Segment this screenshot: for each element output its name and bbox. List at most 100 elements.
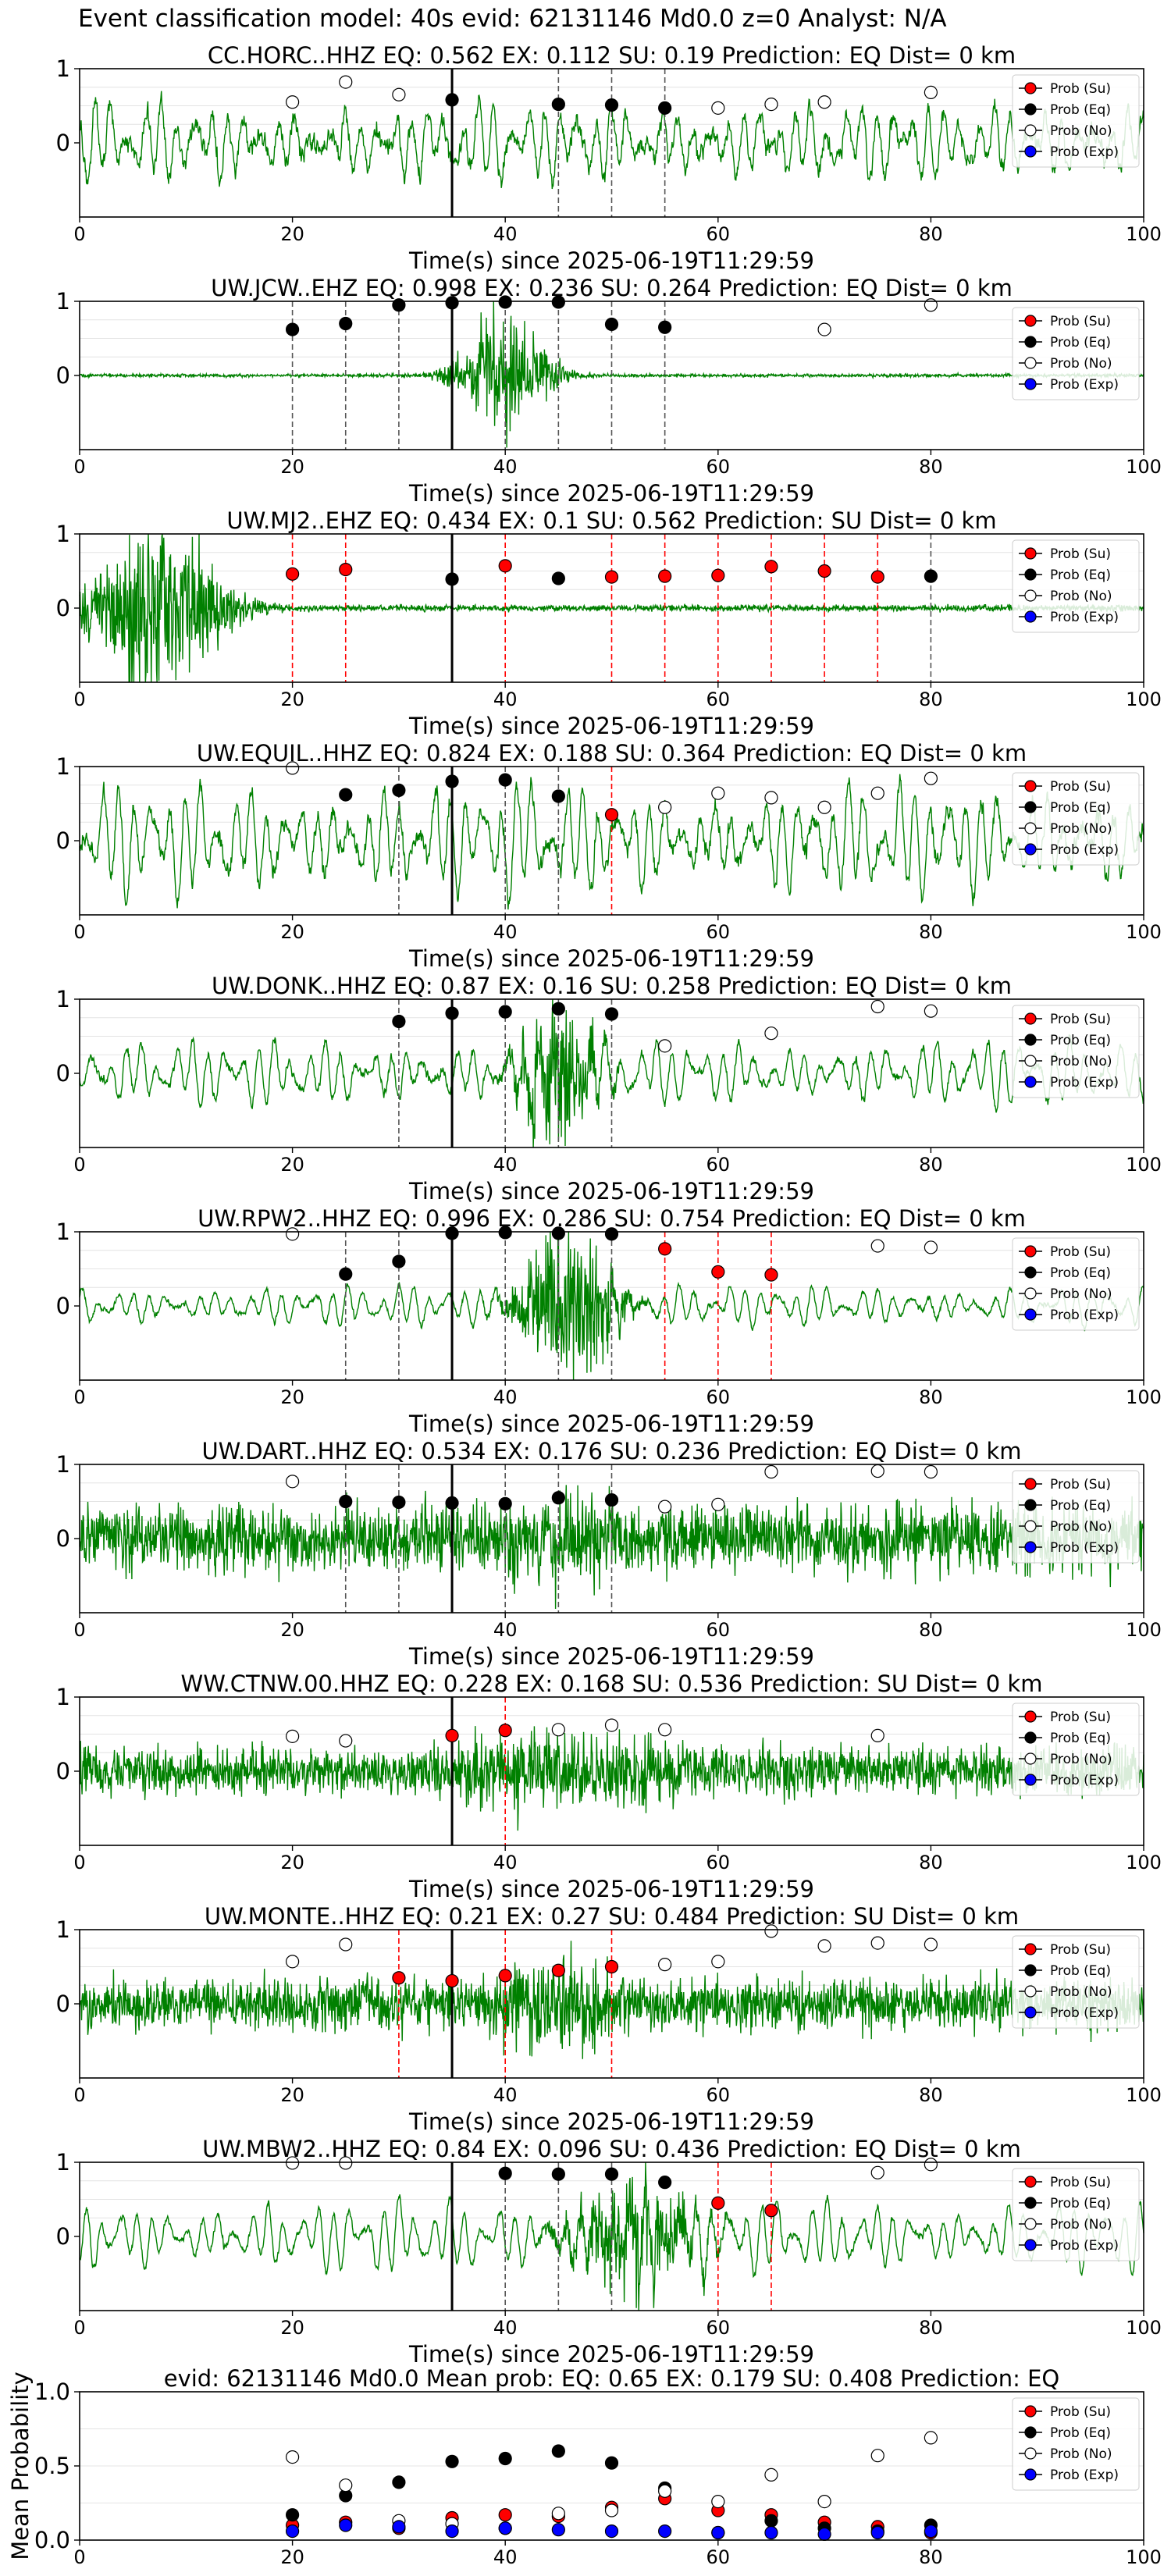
y-tick-label: 1 — [56, 288, 70, 315]
y-axis-label: Mean Probability — [7, 2371, 34, 2560]
legend-marker — [1024, 1287, 1037, 1300]
prob-marker-eq — [339, 316, 353, 331]
prob-marker-eq — [339, 1267, 353, 1281]
prob-marker-su — [711, 2196, 725, 2210]
legend-marker — [1024, 1541, 1037, 1553]
x-axis-label: Time(s) since 2025-06-19T11:29:59 — [408, 480, 814, 507]
legend-label: Prob (Exp) — [1050, 377, 1119, 393]
prob-marker-exp — [924, 2524, 938, 2539]
prob-marker-no — [339, 1734, 353, 1748]
prob-marker-su — [658, 1242, 672, 1256]
prob-marker-no — [551, 1723, 565, 1737]
prob-marker-no — [924, 1004, 938, 1018]
legend-box — [1012, 1470, 1140, 1564]
x-tick-label: 80 — [919, 2546, 943, 2568]
prob-marker-eq — [551, 1002, 565, 1016]
x-tick-label: 100 — [1126, 2084, 1162, 2106]
prob-marker-eq — [604, 1493, 619, 1507]
x-tick-label: 0 — [73, 2546, 85, 2568]
x-tick-label: 100 — [1126, 2546, 1162, 2568]
x-tick-label: 60 — [707, 2546, 731, 2568]
prob-marker-no — [286, 1729, 300, 1743]
legend-label: Prob (Exp) — [1050, 1773, 1119, 1788]
x-tick-label: 80 — [919, 456, 943, 478]
x-tick-label: 0 — [73, 1619, 85, 1641]
legend-label: Prob (Exp) — [1050, 842, 1119, 858]
prob-marker-no — [764, 98, 778, 112]
prob-marker-eq — [658, 2176, 672, 2190]
x-tick-label: 40 — [493, 223, 518, 245]
legend-label: Prob (Su) — [1050, 1942, 1111, 1958]
prob-marker-eq — [551, 295, 565, 309]
x-tick-label: 100 — [1126, 1852, 1162, 1873]
legend-label: Prob (Su) — [1050, 314, 1111, 329]
prob-marker-eq — [498, 1496, 512, 1510]
legend-label: Prob (Su) — [1050, 1244, 1111, 1260]
prob-marker-su — [711, 568, 725, 582]
prob-marker-su — [498, 2508, 512, 2522]
prob-marker-su — [392, 1971, 406, 1985]
x-tick-label: 100 — [1126, 1154, 1162, 1176]
prob-marker-no — [924, 771, 938, 785]
x-axis-label: Time(s) since 2025-06-19T11:29:59 — [408, 1876, 814, 1902]
x-tick-label: 100 — [1126, 921, 1162, 943]
y-tick-label: 0 — [56, 1525, 70, 1552]
prob-marker-eq — [445, 93, 459, 107]
legend-label: Prob (Eq) — [1050, 1963, 1111, 1979]
legend-label: Prob (Su) — [1050, 546, 1111, 562]
waveform-trace — [79, 1726, 1144, 1831]
legend: Prob (Su) Prob (Eq) Prob (No) Prob (Exp) — [1012, 1703, 1140, 1796]
prob-marker-no — [870, 1464, 884, 1478]
legend-label: Prob (Eq) — [1050, 568, 1111, 583]
x-tick-label: 20 — [280, 1154, 304, 1176]
y-tick-label: 1 — [56, 986, 70, 1012]
legend-marker — [1024, 1964, 1037, 1976]
waveform-trace — [79, 301, 1144, 448]
prob-marker-no — [286, 761, 300, 775]
panel-title: UW.MJ2..EHZ EQ: 0.434 EX: 0.1 SU: 0.562 … — [226, 507, 996, 534]
station-panel: 0 20 40 60 80 100 0 1 UW.MBW2..HHZ EQ: 0.84 EX: … — [56, 2136, 1162, 2368]
legend-label: Prob (Exp) — [1050, 1075, 1119, 1091]
x-axis-label: Time(s) since 2025-06-19T11:29:59 — [408, 713, 814, 739]
x-tick-label: 20 — [280, 2317, 304, 2339]
legend: Prob (Su) Prob (Eq) Prob (No) Prob (Exp) — [1012, 1005, 1140, 1098]
y-tick-label: 0 — [56, 1991, 70, 2017]
legend-label: Prob (Su) — [1050, 1477, 1111, 1493]
prob-marker-no — [551, 2507, 565, 2521]
x-tick-label: 40 — [493, 2546, 518, 2568]
prob-marker-eq — [392, 2475, 406, 2489]
x-tick-label: 40 — [493, 2317, 518, 2339]
x-tick-label: 80 — [919, 2084, 943, 2106]
x-tick-label: 100 — [1126, 688, 1162, 710]
figure-suptitle: Event classification model: 40s evid: 62… — [78, 5, 947, 33]
prob-marker-su — [286, 567, 300, 581]
prob-marker-exp — [498, 2521, 512, 2535]
legend-box — [1012, 1237, 1140, 1331]
legend-marker — [1024, 1499, 1037, 1511]
panel-title: UW.MBW2..HHZ EQ: 0.84 EX: 0.096 SU: 0.43… — [202, 2136, 1021, 2162]
legend-label: Prob (Eq) — [1050, 102, 1111, 118]
legend: Prob (Su) Prob (Eq) Prob (No) Prob (Exp) — [1012, 772, 1140, 866]
prob-marker-eq — [551, 1226, 565, 1240]
legend-marker — [1024, 1012, 1037, 1025]
prob-marker-no — [658, 1723, 672, 1737]
y-tick-label: 1 — [56, 753, 70, 780]
x-tick-label: 60 — [707, 1852, 731, 1873]
waveform-trace — [79, 2161, 1144, 2311]
prob-marker-su — [817, 564, 831, 578]
prob-marker-eq — [339, 788, 353, 802]
prob-marker-no — [924, 1464, 938, 1479]
prob-marker-no — [764, 1464, 778, 1479]
prob-marker-no — [339, 75, 353, 89]
prob-marker-no — [817, 2495, 831, 2509]
waveform-trace — [79, 1941, 1144, 2059]
panel-title: CC.HORC..HHZ EQ: 0.562 EX: 0.112 SU: 0.1… — [208, 42, 1016, 69]
legend-marker — [1024, 1752, 1037, 1765]
x-tick-label: 20 — [280, 921, 304, 943]
legend: Prob (Su) Prob (Eq) Prob (No) Prob (Exp) — [1012, 539, 1140, 633]
legend: Prob (Su) Prob (Eq) Prob (No) Prob (Exp) — [1012, 1237, 1140, 1331]
prob-marker-exp — [764, 2525, 778, 2540]
legend-label: Prob (Exp) — [1050, 2005, 1119, 2021]
legend-label: Prob (No) — [1050, 1286, 1112, 1302]
